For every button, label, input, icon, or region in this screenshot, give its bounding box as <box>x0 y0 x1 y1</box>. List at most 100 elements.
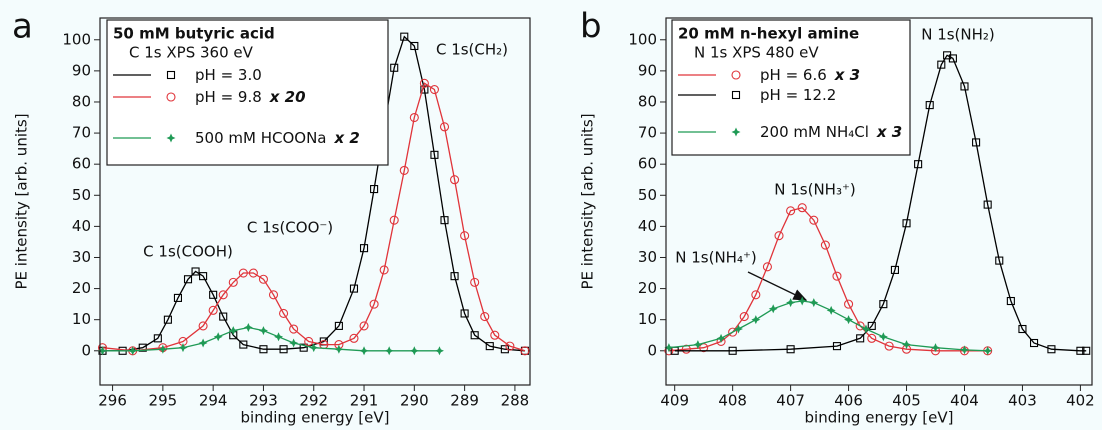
marker-star <box>158 344 168 354</box>
marker-circle <box>304 336 314 347</box>
marker-star <box>166 133 176 143</box>
marker-square <box>420 85 429 94</box>
marker-square <box>972 138 981 147</box>
panel-label: b <box>580 7 602 47</box>
marker-circle <box>289 324 299 334</box>
legend-title: 50 mM butyric acid <box>113 25 275 43</box>
marker-square <box>349 284 359 293</box>
marker-circle <box>258 274 269 284</box>
y-tick-label: 0 <box>647 341 657 359</box>
marker-square <box>925 101 934 110</box>
y-tick-label: 20 <box>638 279 657 297</box>
marker-star <box>258 326 268 336</box>
y-tick-label: 80 <box>72 92 91 110</box>
marker-square <box>1018 324 1027 334</box>
marker-circle <box>739 312 749 322</box>
marker-square <box>440 216 449 225</box>
marker-star <box>309 343 319 353</box>
marker-circle <box>349 333 359 343</box>
marker-square <box>390 63 399 72</box>
marker-circle <box>832 271 842 281</box>
marker-star <box>213 332 223 342</box>
marker-star <box>434 346 444 356</box>
legend-entry: pH = 6.6 x 3 <box>760 66 860 84</box>
x-tick-label: 296 <box>98 392 127 410</box>
marker-circle <box>248 268 258 278</box>
marker-circle <box>797 203 807 213</box>
marker-square <box>239 340 248 349</box>
y-axis-label: PE intensity [arb. units] <box>579 113 597 289</box>
marker-square <box>832 342 842 351</box>
y-tick-label: 70 <box>72 124 91 142</box>
marker-star <box>797 296 807 306</box>
y-tick-label: 100 <box>628 30 657 48</box>
legend-subtitle: N 1s XPS 480 eV <box>694 44 819 62</box>
marker-square <box>410 41 419 51</box>
marker-circle <box>520 346 530 356</box>
fit-line <box>668 206 988 352</box>
marker-square <box>485 342 494 351</box>
x-tick-label: 402 <box>1066 392 1095 410</box>
marker-star <box>243 322 253 332</box>
marker-circle <box>268 290 279 300</box>
panel-label: a <box>12 7 33 47</box>
x-tick-label: 290 <box>400 392 429 410</box>
marker-star <box>731 127 741 137</box>
marker-square <box>173 293 183 302</box>
legend-factor: x 3 <box>834 66 860 84</box>
marker-star <box>716 333 726 343</box>
legend-title: 20 mM n-hexyl amine <box>678 25 859 43</box>
marker-star <box>128 346 138 356</box>
marker-circle <box>419 78 429 88</box>
x-tick-label: 406 <box>834 392 863 410</box>
legend-entry: pH = 9.8 x 20 <box>195 88 306 106</box>
y-tick-label: 90 <box>638 61 657 79</box>
marker-circle <box>439 122 450 132</box>
marker-circle <box>379 265 389 275</box>
peak-annotation: C 1s(CH₂) <box>436 41 508 59</box>
marker-star <box>751 315 761 325</box>
marker-square <box>879 300 888 309</box>
marker-circle <box>844 299 854 309</box>
marker-square <box>359 244 369 253</box>
marker-star <box>409 346 419 356</box>
y-tick-label: 20 <box>72 279 91 297</box>
marker-star <box>334 344 344 354</box>
marker-circle <box>762 262 772 272</box>
marker-star <box>902 340 912 350</box>
marker-star <box>733 324 743 334</box>
marker-star <box>809 298 819 308</box>
marker-square <box>960 82 969 91</box>
x-axis-label: binding energy [eV] <box>805 409 954 427</box>
marker-circle <box>279 308 289 319</box>
y-tick-label: 0 <box>81 341 91 359</box>
marker-circle <box>429 84 439 95</box>
marker-square <box>902 219 911 228</box>
marker-circle <box>855 321 865 331</box>
marker-circle <box>786 206 796 216</box>
legend-entry: pH = 12.2 <box>760 86 836 104</box>
y-tick-label: 80 <box>638 92 657 110</box>
legend-box <box>106 19 389 166</box>
marker-circle <box>399 165 409 175</box>
marker-star <box>198 338 208 348</box>
marker-circle <box>389 215 399 225</box>
marker-star <box>878 332 888 342</box>
marker-square <box>867 321 876 330</box>
legend-entry: 200 mM NH₄Cl x 3 <box>760 123 902 141</box>
marker-square <box>370 185 379 194</box>
marker-square <box>983 200 992 209</box>
marker-star <box>959 345 969 355</box>
y-tick-label: 100 <box>62 30 91 48</box>
y-tick-label: 30 <box>638 248 657 266</box>
marker-square <box>1029 338 1039 348</box>
marker-square <box>995 256 1004 265</box>
marker-square <box>1047 345 1056 354</box>
x-tick-label: 294 <box>199 392 228 410</box>
marker-square <box>1006 296 1015 306</box>
legend-name: pH = 6.6 <box>760 66 827 84</box>
marker-square <box>728 346 737 355</box>
marker-square <box>138 343 147 352</box>
marker-star <box>768 304 778 314</box>
